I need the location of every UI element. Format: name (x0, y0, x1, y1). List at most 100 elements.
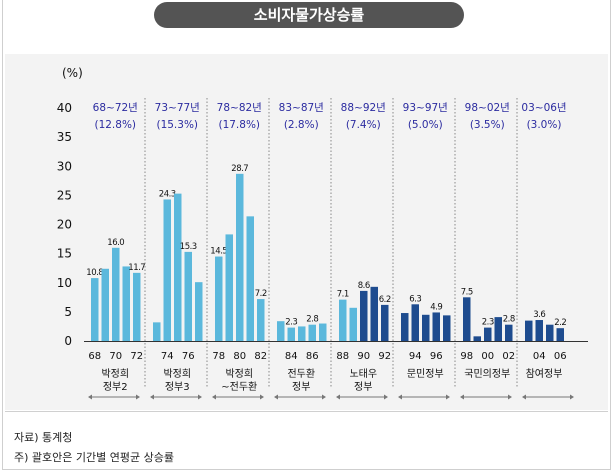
data-label: 2.3 (285, 318, 297, 328)
bar (257, 299, 265, 341)
data-label: 7.2 (255, 289, 267, 299)
period-label: 98~02년 (465, 102, 510, 114)
source-note: 자료) 통계청 (14, 431, 73, 444)
period-label: 68~72년 (93, 102, 138, 114)
x-tick-label: 94 (409, 351, 422, 362)
bar (401, 313, 409, 341)
data-label: 24.3 (159, 189, 176, 199)
data-label: 4.9 (430, 302, 442, 312)
data-label: 3.6 (533, 310, 545, 320)
x-tick-label: 86 (306, 351, 319, 362)
bar (546, 324, 554, 341)
bar (236, 173, 244, 341)
data-label: 2.3 (482, 318, 494, 328)
government-label: 정부3 (165, 381, 190, 393)
government-label: 정부 (292, 381, 310, 393)
bar (215, 256, 223, 341)
bar (246, 216, 254, 341)
bar (112, 247, 120, 341)
x-tick-label: 04 (533, 351, 546, 362)
bar (91, 278, 99, 341)
y-tick-label: 30 (57, 159, 72, 173)
government-label: 정부2 (103, 381, 128, 393)
period-average: (5.0%) (408, 119, 443, 131)
range-arrow-right-icon (198, 394, 202, 400)
x-tick-label: 74 (161, 351, 174, 362)
x-tick-label: 90 (357, 351, 370, 362)
bar (225, 234, 233, 341)
government-label: 전두환 (287, 368, 315, 380)
x-tick-label: 96 (430, 351, 443, 362)
bar (319, 323, 327, 341)
x-tick-label: 72 (130, 351, 143, 362)
range-arrow-left-icon (150, 394, 154, 400)
period-label: 73~77년 (155, 102, 200, 114)
data-label: 14.5 (210, 247, 227, 257)
bar (443, 315, 451, 341)
chart-panel (5, 54, 608, 410)
y-tick-label: 5 (64, 305, 72, 319)
bar (184, 251, 192, 341)
government-label: 박정희 (163, 368, 191, 380)
y-tick-label: 25 (57, 188, 72, 202)
bar (360, 290, 368, 341)
range-arrow-right-icon (570, 394, 574, 400)
x-tick-label: 06 (554, 351, 567, 362)
bar (101, 268, 109, 341)
period-label: 88~92년 (341, 102, 386, 114)
range-arrow-left-icon (212, 394, 216, 400)
data-label: 6.2 (379, 295, 391, 305)
period-average: (7.4%) (346, 119, 381, 131)
chart-title: 소비자물가상승률 (154, 2, 464, 28)
y-tick-label: 20 (57, 218, 72, 232)
bar (195, 282, 203, 341)
bar (122, 266, 130, 341)
period-average: (17.8%) (218, 119, 260, 131)
x-tick-label: 02 (502, 351, 515, 362)
x-tick-label: 92 (378, 351, 391, 362)
footnote: 주) 괄호안은 기간별 연평균 상승률 (14, 451, 174, 464)
bar (298, 326, 306, 341)
bar (381, 304, 389, 341)
period-label: 03~06년 (521, 102, 566, 114)
government-label: 참여정부 (526, 368, 563, 380)
government-label: 문민정부 (407, 368, 444, 380)
y-tick-label: 15 (57, 247, 72, 261)
bar (163, 199, 171, 341)
bar (339, 299, 347, 341)
period-average: (15.3%) (156, 119, 198, 131)
range-arrow-right-icon (322, 394, 326, 400)
period-average: (12.8%) (94, 119, 136, 131)
bar (411, 304, 419, 341)
period-average: (3.5%) (470, 119, 505, 131)
bar (349, 307, 357, 341)
bar (505, 324, 513, 341)
data-label: 28.7 (231, 164, 248, 174)
range-arrow-right-icon (260, 394, 264, 400)
data-label: 7.1 (337, 290, 349, 300)
data-label: 2.8 (503, 315, 515, 325)
x-tick-label: 76 (182, 351, 195, 362)
x-tick-label: 84 (285, 351, 298, 362)
bar (494, 317, 502, 341)
bar (287, 327, 295, 341)
x-tick-label: 98 (460, 351, 473, 362)
data-label: 10.8 (86, 268, 103, 278)
data-label: 11.7 (128, 263, 145, 273)
bar (432, 312, 440, 341)
bar (463, 297, 471, 341)
period-label: 78~82년 (217, 102, 262, 114)
x-tick-label: 80 (233, 351, 246, 362)
y-tick-label: 0 (64, 334, 72, 348)
period-average: (3.0%) (527, 119, 562, 131)
x-tick-label: 70 (109, 351, 122, 362)
bar (370, 286, 378, 341)
range-arrow-right-icon (508, 394, 512, 400)
bar (133, 272, 141, 341)
period-label: 93~97년 (403, 102, 448, 114)
range-arrow-left-icon (274, 394, 278, 400)
data-label: 15.3 (180, 242, 197, 252)
bar (535, 320, 543, 341)
data-label: 7.5 (461, 287, 473, 297)
